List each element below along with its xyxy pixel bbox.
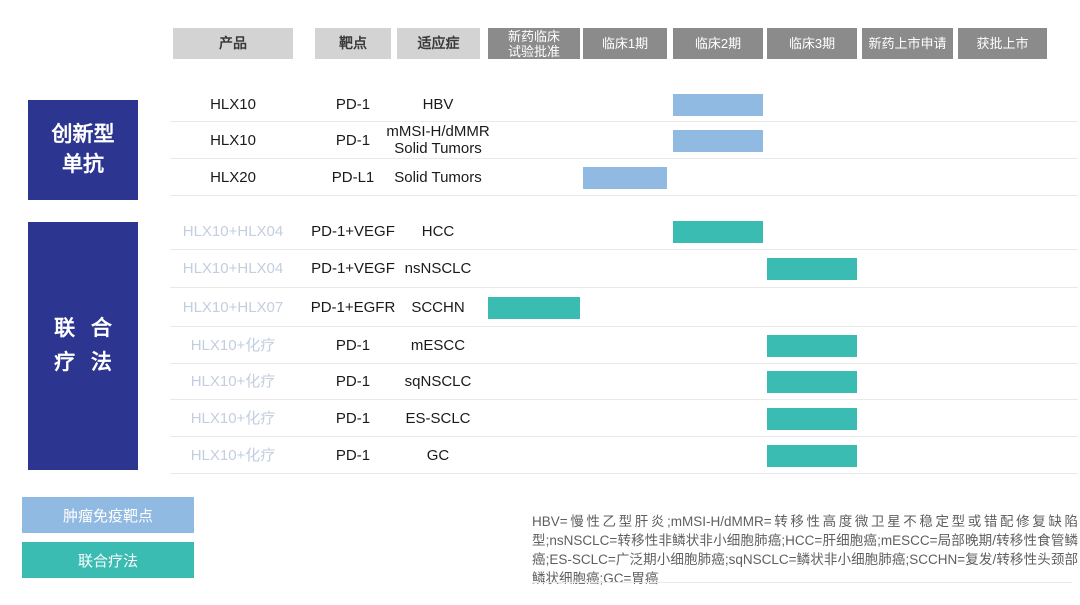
indication-name: mMSI-H/dMMR Solid Tumors — [386, 123, 490, 157]
legend-item-immuno-target: 肿瘤免疫靶点 — [22, 497, 194, 533]
footnote: HBV=慢性乙型肝炎;mMSI-H/dMMR=转移性高度微卫星不稳定型或错配修复… — [532, 514, 1078, 586]
table-row: HLX10 PD-1 HBV — [170, 87, 1078, 122]
phase-bar — [767, 407, 857, 430]
indication-name: SCCHN — [411, 298, 465, 316]
header-column: 靶点 — [315, 28, 391, 59]
header-column: 临床2期 — [673, 28, 763, 59]
target-name: PD-1 — [335, 409, 371, 427]
table-row: HLX10+HLX04 PD-1+VEGF HCC — [170, 214, 1078, 250]
product-name: HLX10+HLX07 — [182, 298, 284, 316]
table-row: HLX10+化疗 PD-1 ES-SCLC — [170, 400, 1078, 437]
header-column: 适应症 — [397, 28, 480, 59]
header-column: 临床3期 — [767, 28, 857, 59]
phase-bar — [488, 296, 580, 319]
table-row: HLX10 PD-1 mMSI-H/dMMR Solid Tumors — [170, 122, 1078, 159]
phase-bar — [583, 166, 667, 189]
indication-name: HBV — [422, 95, 454, 113]
phase-bar — [673, 129, 763, 152]
phase-bar — [673, 93, 763, 116]
header-column: 新药临床 试验批准 — [488, 28, 580, 59]
indication-name: HCC — [421, 223, 455, 240]
indication-name: nsNSCLC — [404, 260, 472, 277]
indication-name: Solid Tumors — [394, 168, 482, 186]
header-column: 新药上市申请 — [862, 28, 953, 59]
table-row: HLX10+化疗 PD-1 mESCC — [170, 327, 1078, 364]
product-name: HLX10+HLX04 — [182, 260, 284, 277]
section-label-innovative-mab: 创新型 单抗 — [28, 100, 138, 200]
section-label-combination-therapy: 联 合 疗 法 — [28, 222, 138, 470]
phase-bar — [767, 258, 857, 280]
phase-bar — [767, 371, 857, 393]
indication-name: mESCC — [410, 336, 466, 354]
indication-name: sqNSCLC — [404, 373, 472, 390]
product-name: HLX10 — [210, 131, 256, 149]
table-row: HLX10+HLX04 PD-1+VEGF nsNSCLC — [170, 250, 1078, 288]
target-name: PD-1 — [335, 131, 371, 149]
product-name: HLX10 — [210, 95, 256, 113]
product-name: HLX10+化疗 — [190, 409, 276, 427]
target-name: PD-1 — [335, 336, 371, 354]
target-name: PD-L1 — [331, 168, 375, 186]
product-name: HLX10+化疗 — [190, 336, 276, 354]
indication-name: ES-SCLC — [405, 409, 471, 427]
target-name: PD-1 — [335, 95, 371, 113]
table-row: HLX10+HLX07 PD-1+EGFR SCCHN — [170, 288, 1078, 327]
table-row: HLX20 PD-L1 Solid Tumors — [170, 159, 1078, 196]
target-name: PD-1 — [335, 373, 371, 390]
target-name: PD-1+EGFR — [310, 298, 396, 316]
phase-bar — [767, 334, 857, 357]
footnote-divider — [532, 582, 1072, 583]
product-name: HLX20 — [210, 168, 256, 186]
legend-item-combination-therapy: 联合疗法 — [22, 542, 194, 578]
header-column: 获批上市 — [958, 28, 1047, 59]
table-row: HLX10+化疗 PD-1 sqNSCLC — [170, 364, 1078, 400]
product-name: HLX10+HLX04 — [182, 223, 284, 240]
target-name: PD-1+VEGF — [311, 260, 395, 277]
header-column: 临床1期 — [583, 28, 667, 59]
product-name: HLX10+化疗 — [190, 373, 276, 390]
target-name: PD-1+VEGF — [311, 223, 395, 240]
target-name: PD-1 — [335, 446, 371, 464]
phase-bar — [673, 221, 763, 243]
indication-name: GC — [426, 446, 450, 464]
phase-bar — [767, 444, 857, 467]
table-row: HLX10+化疗 PD-1 GC — [170, 437, 1078, 474]
product-name: HLX10+化疗 — [190, 446, 276, 464]
header-column: 产品 — [173, 28, 293, 59]
